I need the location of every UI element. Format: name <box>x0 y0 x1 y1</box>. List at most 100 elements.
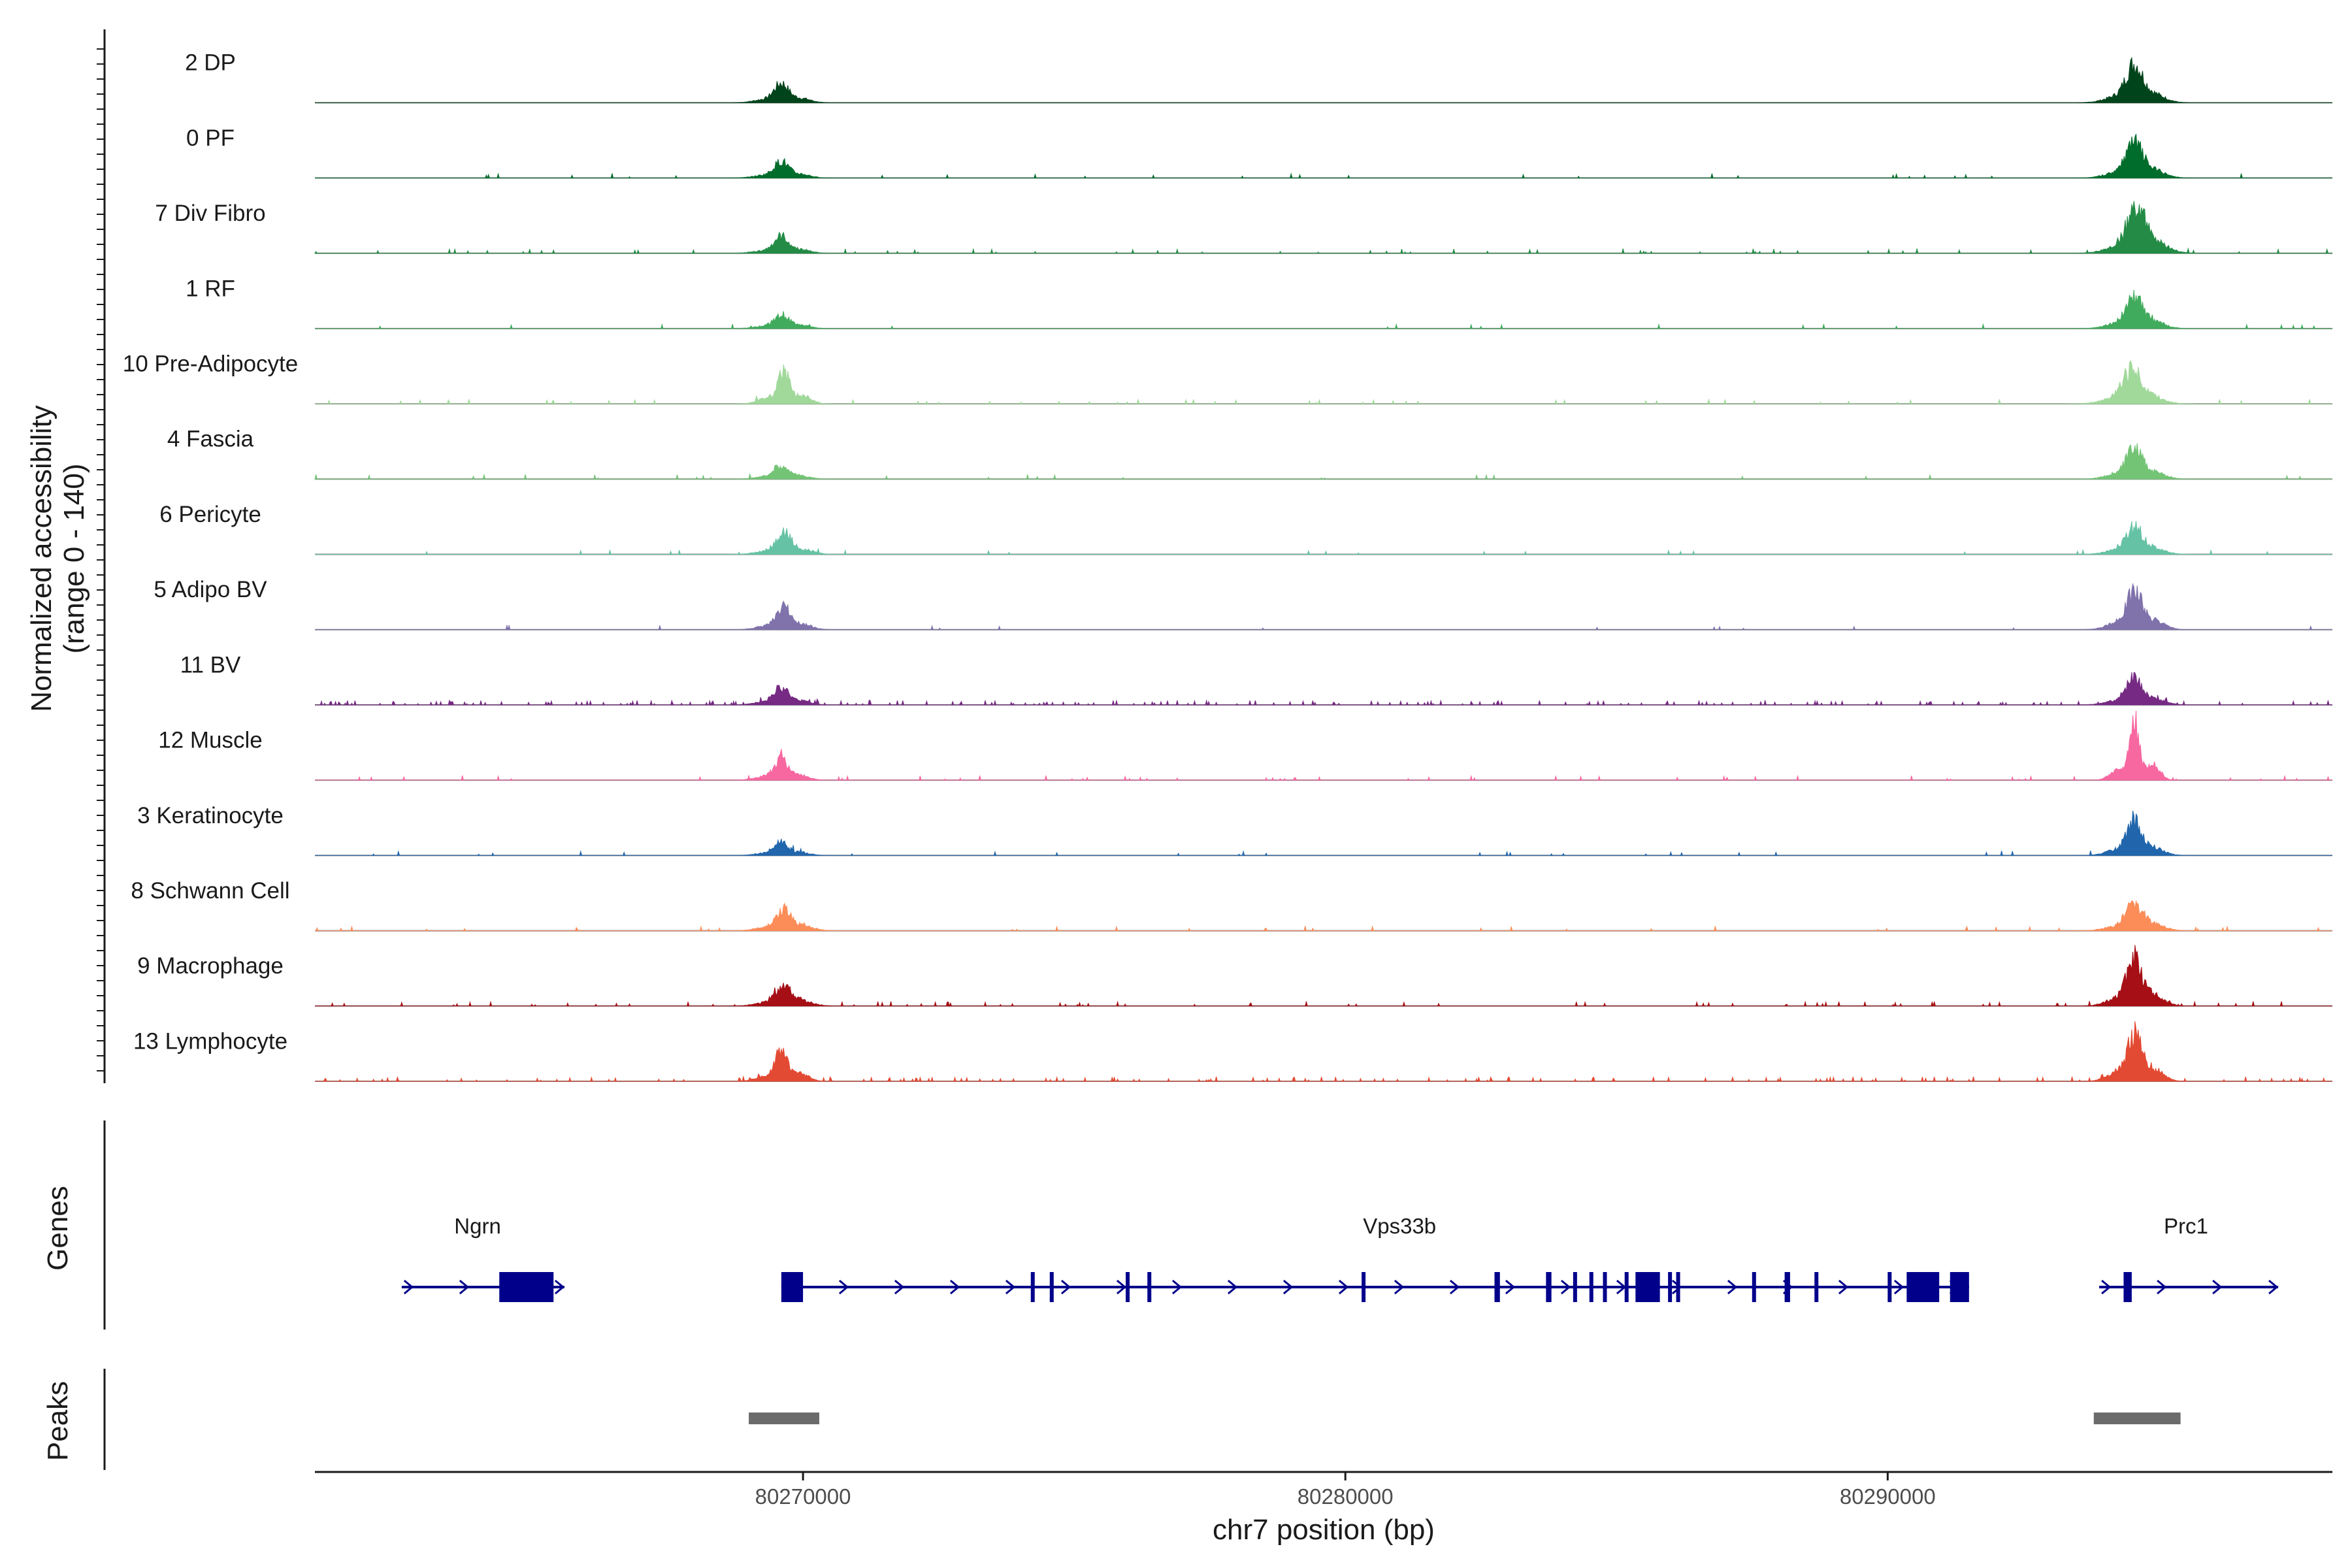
exon <box>1546 1272 1552 1302</box>
gene-label: Vps33b <box>1363 1214 1436 1238</box>
coverage-area <box>315 1021 2332 1083</box>
strand-chevron <box>2212 1279 2223 1295</box>
coverage-area <box>315 582 2332 630</box>
coverage-area <box>315 900 2332 932</box>
coverage-area <box>314 201 2332 254</box>
exon <box>1049 1272 1054 1302</box>
strand-chevron <box>1838 1279 1849 1295</box>
strand-chevron <box>2268 1279 2279 1295</box>
strand-chevron <box>1116 1279 1127 1295</box>
track-label: 5 Adipo BV <box>154 577 267 602</box>
x-axis-title: chr7 position (bp) <box>1213 1514 1435 1546</box>
exon <box>1784 1272 1790 1302</box>
coverage-area <box>314 443 2332 480</box>
strand-chevron <box>2157 1279 2167 1295</box>
strand-chevron <box>1893 1279 1904 1295</box>
track-10: 3 Keratinocyte <box>137 803 2332 857</box>
track-13: 13 Lymphocyte <box>133 1021 2332 1083</box>
exon <box>1887 1272 1892 1302</box>
strand-chevron <box>554 1279 565 1295</box>
strand-chevron <box>1394 1279 1405 1295</box>
strand-chevron <box>838 1279 849 1295</box>
track-label: 8 Schwann Cell <box>131 878 289 904</box>
exon <box>1668 1272 1673 1302</box>
track-label: 9 Macrophage <box>137 953 284 979</box>
track-11: 8 Schwann Cell <box>131 878 2332 932</box>
x-tick-label: 80270000 <box>755 1484 851 1509</box>
gene-prc1: Prc1 <box>2099 1214 2279 1302</box>
track-label: 4 Fascia <box>167 427 254 452</box>
y-axis-title: Normalized accessibility <box>25 405 57 711</box>
track-0: 2 DP <box>185 50 2332 104</box>
exon <box>1494 1272 1500 1302</box>
strand-chevron <box>1171 1279 1183 1295</box>
strand-chevron <box>459 1279 470 1295</box>
strand-chevron <box>1338 1279 1349 1295</box>
coverage-area <box>315 56 2332 103</box>
peak-region <box>749 1413 819 1424</box>
peaks-panel-title: Peaks <box>42 1381 74 1461</box>
coverage-area <box>315 945 2332 1007</box>
track-label: 2 DP <box>185 50 236 76</box>
exon <box>781 1272 804 1302</box>
gene-vps33b: Vps33b <box>781 1214 1970 1302</box>
track-label: 11 BV <box>180 652 241 678</box>
gene-models: Ngrn Vps33b Prc1 <box>401 1214 2279 1302</box>
track-label: 13 Lymphocyte <box>133 1028 287 1054</box>
coverage-tracks: 2 DP 0 PF 7 Div Fibro 1 RF 10 Pre-Adipocyte 4… <box>123 50 2332 1083</box>
exon <box>1126 1272 1130 1302</box>
coverage-area <box>315 360 2332 404</box>
track-12: 9 Macrophage <box>137 945 2332 1007</box>
coverage-area <box>315 710 2332 781</box>
gene-label: Prc1 <box>2164 1214 2208 1238</box>
exon <box>1030 1272 1035 1302</box>
genes-panel-title: Genes <box>42 1186 74 1271</box>
track-label: 1 RF <box>186 276 235 301</box>
track-label: 7 Div Fibro <box>155 201 265 226</box>
peak-region <box>2093 1413 2181 1424</box>
coverage-y-ticks <box>97 48 105 1071</box>
gene-label: Ngrn <box>454 1214 501 1238</box>
exon <box>1589 1272 1593 1302</box>
track-8: 11 BV <box>180 652 2332 706</box>
exon <box>1906 1272 1940 1302</box>
gene-ngrn: Ngrn <box>401 1214 565 1302</box>
exon <box>499 1272 554 1302</box>
coverage-area <box>315 521 2332 555</box>
exon <box>1603 1272 1607 1302</box>
strand-chevron <box>894 1279 905 1295</box>
exon <box>1635 1272 1660 1302</box>
strand-chevron <box>1282 1279 1294 1295</box>
x-axis-ticks: 80270000 80280000 80290000 <box>755 1472 1936 1509</box>
peak-regions <box>749 1413 2181 1424</box>
track-9: 12 Muscle <box>158 710 2332 781</box>
exon <box>1147 1272 1152 1302</box>
exon <box>2123 1272 2132 1302</box>
strand-chevron <box>1005 1279 1016 1295</box>
strand-chevron <box>1449 1279 1460 1295</box>
track-3: 1 RF <box>186 276 2332 329</box>
strand-chevron <box>1505 1279 1516 1295</box>
track-label: 12 Muscle <box>158 728 263 753</box>
exon <box>1676 1272 1680 1302</box>
strand-chevron <box>949 1279 960 1295</box>
track-2: 7 Div Fibro <box>155 201 2332 254</box>
track-label: 6 Pericyte <box>159 502 261 527</box>
exon <box>1362 1272 1366 1302</box>
track-5: 4 Fascia <box>167 427 2332 480</box>
track-7: 5 Adipo BV <box>154 577 2332 630</box>
track-4: 10 Pre-Adipocyte <box>123 351 2332 405</box>
coverage-area <box>315 672 2332 706</box>
coverage-area <box>315 810 2332 856</box>
exon <box>1624 1272 1629 1302</box>
strand-chevron <box>1227 1279 1238 1295</box>
x-tick-label: 80290000 <box>1840 1484 1936 1509</box>
strand-chevron <box>1060 1279 1071 1295</box>
track-label: 0 PF <box>186 125 235 151</box>
track-6: 6 Pericyte <box>159 502 2332 555</box>
exon <box>1950 1272 1969 1302</box>
y-axis-subtitle: (range 0 - 140) <box>58 463 90 653</box>
coverage-area <box>315 133 2332 179</box>
strand-chevron <box>2101 1279 2112 1295</box>
